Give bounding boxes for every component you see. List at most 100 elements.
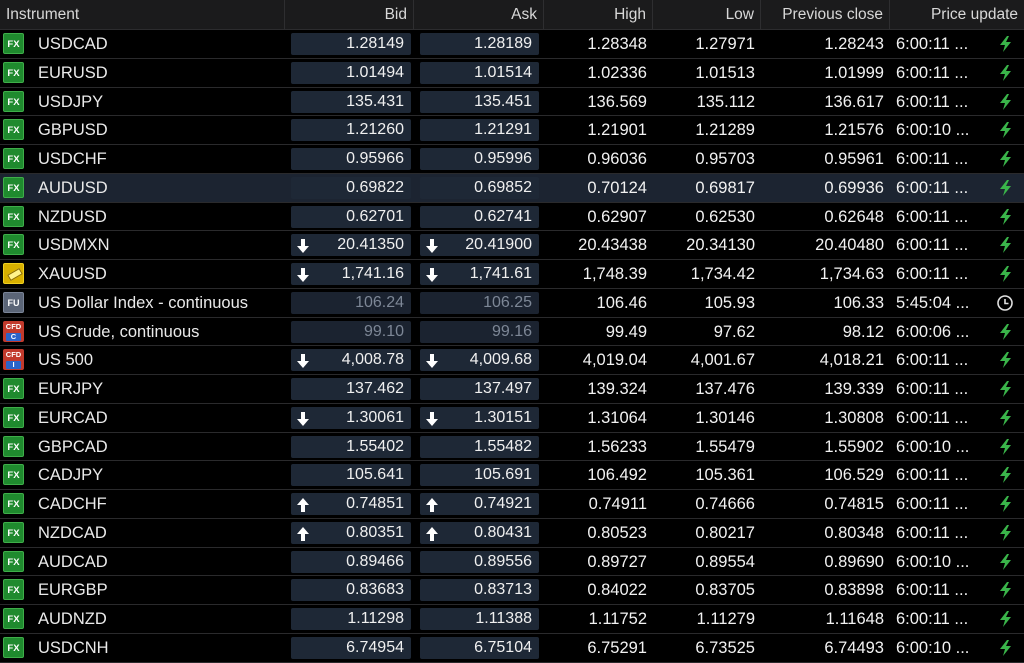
ask-price-button[interactable]: 20.41900 — [420, 234, 539, 257]
instrument-name[interactable]: GBPUSD — [38, 121, 108, 140]
table-row[interactable]: FX EURCAD 1.30061 1.30151 1.31064 1.30146 1.30… — [0, 404, 1024, 433]
instrument-name[interactable]: USDJPY — [38, 92, 104, 111]
table-row[interactable]: FX GBPCAD 1.55402 1.55482 1.56233 1.55479 1.55… — [0, 433, 1024, 462]
ask-price-button[interactable]: 106.25 — [420, 291, 539, 314]
table-row[interactable]: FX CADJPY 105.641 105.691 106.492 105.361 106.… — [0, 461, 1024, 490]
table-row[interactable]: FX CADCHF 0.74851 0.74921 0.74911 0.74666 0.74… — [0, 490, 1024, 519]
bid-price-button[interactable]: 6.74954 — [291, 636, 411, 659]
instrument-name[interactable]: EURJPY — [38, 380, 104, 398]
bid-price-button[interactable]: 0.89466 — [291, 550, 411, 573]
table-row[interactable]: XAUUSD 1,741.16 1,741.61 1,748.39 1,734.42 1,… — [0, 260, 1024, 289]
lightning-icon — [995, 35, 1015, 53]
instrument-name[interactable]: USDCHF — [38, 150, 107, 168]
instrument-name[interactable]: EURGBP — [38, 581, 108, 600]
instrument-name[interactable]: NZDUSD — [38, 207, 107, 226]
ask-price-button[interactable]: 0.83713 — [420, 579, 539, 602]
bid-price-button[interactable]: 20.41350 — [291, 234, 411, 257]
bid-price-button[interactable]: 4,008.78 — [291, 349, 411, 372]
instrument-name[interactable]: USDCAD — [38, 35, 108, 53]
table-row[interactable]: FX AUDUSD 0.69822 0.69852 0.70124 0.69817 0.69… — [0, 173, 1024, 203]
instrument-name[interactable]: EURUSD — [38, 63, 108, 82]
instrument-name[interactable]: NZDCAD — [38, 523, 107, 542]
bid-price-button[interactable]: 0.69822 — [291, 176, 411, 199]
ask-price-button[interactable]: 135.451 — [420, 90, 539, 113]
ask-price-button[interactable]: 99.16 — [420, 320, 539, 343]
ask-price-button[interactable]: 1.21291 — [420, 119, 539, 142]
column-header-ask[interactable]: Ask — [414, 0, 544, 29]
table-row[interactable]: FX USDCAD 1.28149 1.28189 1.28348 1.27971 1.28… — [0, 30, 1024, 59]
table-row[interactable]: FX USDJPY 135.431 135.451 136.569 135.112 136.… — [0, 88, 1024, 117]
table-row[interactable]: FU US Dollar Index - continuous 106.24 106.… — [0, 289, 1024, 318]
instrument-name[interactable]: AUDNZD — [38, 610, 107, 628]
bid-price-button[interactable]: 1,741.16 — [291, 263, 411, 285]
bid-price-button[interactable]: 1.21260 — [291, 119, 411, 142]
bid-price-button[interactable]: 0.83683 — [291, 579, 411, 602]
ask-price-button[interactable]: 1.30151 — [420, 406, 539, 429]
instrument-name[interactable]: US 500 — [38, 351, 94, 370]
ask-price-button[interactable]: 6.75104 — [420, 636, 539, 659]
instrument-name[interactable]: USDCNH — [38, 638, 109, 657]
bid-price-button[interactable]: 1.01494 — [291, 61, 411, 84]
bid-price-button[interactable]: 135.431 — [291, 90, 411, 113]
column-header-previous-close[interactable]: Previous close — [761, 0, 890, 29]
ask-price-button[interactable]: 0.62741 — [420, 205, 539, 228]
ask-price-button[interactable]: 1.01514 — [420, 61, 539, 84]
bid-price-button[interactable]: 1.55402 — [291, 435, 411, 458]
instrument-name[interactable]: AUDCAD — [38, 552, 108, 571]
bid-price-button[interactable]: 1.30061 — [291, 406, 411, 429]
column-header-bid[interactable]: Bid — [285, 0, 414, 29]
table-row[interactable]: FX NZDCAD 0.80351 0.80431 0.80523 0.80217 0.80… — [0, 519, 1024, 548]
instrument-name[interactable]: XAUUSD — [38, 265, 107, 283]
ask-price-button[interactable]: 0.89556 — [420, 550, 539, 573]
table-row[interactable]: CFD I US 500 4,008.78 4,009.68 4,019.04 4,001.… — [0, 346, 1024, 375]
table-row[interactable]: FX NZDUSD 0.62701 0.62741 0.62907 0.62530 0.62… — [0, 203, 1024, 232]
table-row[interactable]: FX EURJPY 137.462 137.497 139.324 137.476 139.… — [0, 375, 1024, 404]
ask-price-button[interactable]: 0.74921 — [420, 493, 539, 515]
ask-price-button[interactable]: 1.11388 — [420, 608, 539, 630]
table-row[interactable]: FX EURUSD 1.01494 1.01514 1.02336 1.01513 1.01… — [0, 59, 1024, 88]
table-row[interactable]: FX USDCNH 6.74954 6.75104 6.75291 6.73525 6.74… — [0, 634, 1024, 663]
bid-price-button[interactable]: 0.95966 — [291, 148, 411, 170]
lightning-icon — [995, 236, 1015, 254]
low-value: 1.30146 — [695, 408, 755, 427]
bid-price-button[interactable]: 1.28149 — [291, 33, 411, 55]
ask-price-button[interactable]: 1,741.61 — [420, 263, 539, 285]
column-header-price-update[interactable]: Price update — [930, 6, 1018, 23]
table-row[interactable]: FX GBPUSD 1.21260 1.21291 1.21901 1.21289 1.21… — [0, 116, 1024, 145]
bid-value: 0.69822 — [346, 178, 404, 196]
ask-price-button[interactable]: 1.28189 — [420, 33, 539, 55]
instrument-name[interactable]: AUDUSD — [38, 178, 108, 197]
bid-price-button[interactable]: 0.80351 — [291, 521, 411, 544]
instrument-name[interactable]: US Dollar Index - continuous — [38, 293, 249, 312]
bid-price-button[interactable]: 0.74851 — [291, 493, 411, 515]
instrument-name[interactable]: CADCHF — [38, 495, 107, 513]
table-row[interactable]: FX USDCHF 0.95966 0.95996 0.96036 0.95703 0.95… — [0, 145, 1024, 174]
bid-price-button[interactable]: 137.462 — [291, 378, 411, 400]
instrument-name[interactable]: CADJPY — [38, 466, 104, 485]
column-header-low[interactable]: Low — [653, 0, 761, 29]
bid-price-button[interactable]: 105.641 — [291, 464, 411, 487]
ask-price-button[interactable]: 4,009.68 — [420, 349, 539, 372]
ask-price-button[interactable]: 0.95996 — [420, 148, 539, 170]
bid-price-button[interactable]: 0.62701 — [291, 205, 411, 228]
ask-price-button[interactable]: 137.497 — [420, 378, 539, 400]
table-row[interactable]: FX AUDNZD 1.11298 1.11388 1.11752 1.11279 1.11… — [0, 605, 1024, 634]
instrument-name[interactable]: EURCAD — [38, 408, 108, 427]
ask-price-button[interactable]: 0.80431 — [420, 521, 539, 544]
table-row[interactable]: FX EURGBP 0.83683 0.83713 0.84022 0.83705 0.83… — [0, 576, 1024, 605]
ask-price-button[interactable]: 1.55482 — [420, 435, 539, 458]
ask-price-button[interactable]: 0.69852 — [420, 176, 539, 199]
bid-price-button[interactable]: 106.24 — [291, 291, 411, 314]
column-header-high[interactable]: High — [544, 0, 653, 29]
table-row[interactable]: CFD C US Crude, continuous 99.10 99.16 99.49 9… — [0, 318, 1024, 347]
bid-value: 105.641 — [346, 466, 404, 484]
bid-price-button[interactable]: 1.11298 — [291, 608, 411, 630]
table-row[interactable]: FX AUDCAD 0.89466 0.89556 0.89727 0.89554 0.89… — [0, 548, 1024, 577]
ask-price-button[interactable]: 105.691 — [420, 464, 539, 487]
table-row[interactable]: FX USDMXN 20.41350 20.41900 20.43438 20.34130… — [0, 231, 1024, 260]
instrument-name[interactable]: GBPCAD — [38, 437, 108, 456]
bid-price-button[interactable]: 99.10 — [291, 320, 411, 343]
instrument-name[interactable]: USDMXN — [38, 236, 110, 255]
column-header-instrument[interactable]: Instrument — [0, 0, 285, 29]
instrument-name[interactable]: US Crude, continuous — [38, 322, 200, 341]
